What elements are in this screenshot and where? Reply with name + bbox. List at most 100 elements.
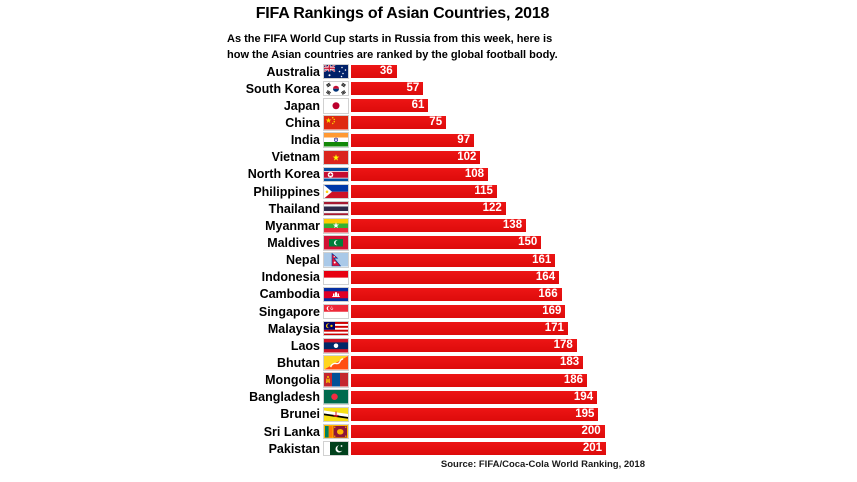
rank-value-label: 61 — [411, 99, 425, 112]
chart-subtitle: As the FIFA World Cup starts in Russia f… — [227, 31, 647, 63]
rank-value-label: 122 — [482, 202, 502, 215]
rank-value-label: 102 — [457, 150, 477, 163]
indonesia-flag-icon — [323, 269, 349, 285]
rank-value-label: 57 — [406, 82, 420, 95]
chart-row: Nepal 161 — [180, 252, 606, 269]
australia-flag-icon — [323, 63, 349, 80]
chart-row: Indonesia 164 — [180, 269, 606, 286]
laos-flag-icon — [323, 338, 349, 354]
rank-bar: 200 — [351, 425, 605, 439]
chart-row: Laos 178 — [180, 337, 606, 354]
subtitle-line-2: how the Asian countries are ranked by th… — [227, 49, 558, 61]
rank-value-label: 166 — [538, 287, 558, 300]
maldives-flag-icon — [323, 235, 349, 251]
country-label: Bangladesh — [249, 390, 320, 405]
chart-row: Mongolia 186 — [180, 372, 606, 389]
country-label: Maldives — [267, 235, 320, 250]
country-label: Pakistan — [268, 441, 320, 456]
rank-value-label: 195 — [575, 407, 595, 420]
chart-row: Vietnam 102 — [180, 149, 606, 166]
country-label: Thailand — [268, 201, 320, 216]
rank-value-label: 108 — [464, 167, 484, 180]
rank-bar: 57 — [351, 82, 424, 96]
rank-value-label: 97 — [457, 133, 471, 146]
country-label: South Korea — [245, 81, 320, 96]
rank-bar: 150 — [351, 236, 542, 250]
subtitle-line-1: As the FIFA World Cup starts in Russia f… — [227, 33, 553, 45]
chart-row: Bangladesh 194 — [180, 389, 606, 406]
philippines-flag-icon — [323, 183, 349, 200]
country-label: China — [285, 115, 320, 130]
myanmar-flag-icon — [323, 218, 349, 234]
rank-bar: 166 — [351, 287, 562, 301]
cambodia-flag-icon — [323, 286, 349, 303]
north-korea-flag-icon — [323, 166, 349, 183]
country-label: Philippines — [253, 184, 320, 199]
rank-bar: 178 — [351, 339, 577, 353]
rank-value-label: 169 — [542, 305, 562, 318]
rank-value-label: 161 — [532, 253, 552, 266]
rank-value-label: 171 — [544, 322, 564, 335]
chart-row: Pakistan 201 — [180, 440, 606, 457]
rank-bar: 171 — [351, 322, 568, 336]
country-label: Cambodia — [259, 287, 320, 302]
country-label: Indonesia — [261, 270, 320, 285]
mongolia-flag-icon — [323, 372, 349, 388]
chart-row: Singapore 169 — [180, 303, 606, 320]
country-label: India — [290, 133, 320, 148]
rank-bar: 195 — [351, 407, 599, 421]
chart-row: Maldives 150 — [180, 234, 606, 251]
rank-bar: 194 — [351, 390, 598, 404]
chart-row: Philippines 115 — [180, 183, 606, 200]
rank-value-label: 201 — [582, 442, 602, 455]
bangladesh-flag-icon — [323, 389, 349, 405]
chart-row: Bhutan 183 — [180, 354, 606, 371]
chart-row: Malaysia 171 — [180, 320, 606, 337]
country-label: Bhutan — [276, 355, 320, 370]
country-label: Australia — [266, 64, 321, 79]
south-korea-flag-icon — [323, 80, 349, 97]
japan-flag-icon — [323, 98, 349, 114]
rank-value-label: 186 — [563, 373, 583, 386]
rank-bar: 122 — [351, 202, 506, 216]
rank-bar: 108 — [351, 167, 488, 181]
country-label: Sri Lanka — [263, 424, 320, 439]
rank-value-label: 178 — [553, 339, 573, 352]
country-label: Nepal — [285, 253, 320, 268]
chart-row: Cambodia 166 — [180, 286, 606, 303]
india-flag-icon — [323, 132, 349, 148]
brunei-flag-icon — [323, 406, 349, 423]
rank-value-label: 194 — [573, 390, 594, 403]
rank-bar: 161 — [351, 253, 556, 267]
rank-bar: 75 — [351, 116, 447, 130]
rank-bar: 61 — [351, 99, 429, 113]
chart-title: FIFA Rankings of Asian Countries, 2018 — [255, 5, 550, 22]
rank-value-label: 164 — [535, 270, 556, 283]
pakistan-flag-icon — [323, 440, 349, 457]
rank-bar: 36 — [351, 65, 397, 79]
rank-value-label: 36 — [379, 65, 393, 78]
chart-row: Japan 61 — [180, 97, 606, 114]
chart-row: Sri Lanka 200 — [180, 423, 606, 440]
country-label: Myanmar — [265, 218, 320, 233]
country-label: Malaysia — [267, 321, 320, 336]
rank-value-label: 183 — [560, 356, 580, 369]
rank-value-label: 138 — [502, 219, 523, 232]
bhutan-flag-icon — [323, 355, 349, 371]
rank-value-label: 75 — [429, 116, 443, 129]
sri-lanka-flag-icon — [323, 423, 349, 440]
chart-row: Thailand 122 — [180, 200, 606, 217]
country-label: Laos — [290, 338, 320, 353]
thailand-flag-icon — [323, 200, 349, 217]
country-label: Brunei — [280, 407, 320, 422]
rank-bar: 97 — [351, 133, 475, 147]
chart-row: Australia 36 — [180, 63, 606, 80]
rank-bar: 169 — [351, 305, 566, 319]
chart-row: Myanmar 138 — [180, 217, 606, 234]
rank-bar: 186 — [351, 373, 587, 387]
rank-value-label: 115 — [474, 185, 493, 198]
rank-bar: 164 — [351, 270, 560, 284]
vietnam-flag-icon — [323, 149, 349, 165]
country-label: Mongolia — [265, 373, 320, 388]
chart-row: India 97 — [180, 132, 606, 149]
